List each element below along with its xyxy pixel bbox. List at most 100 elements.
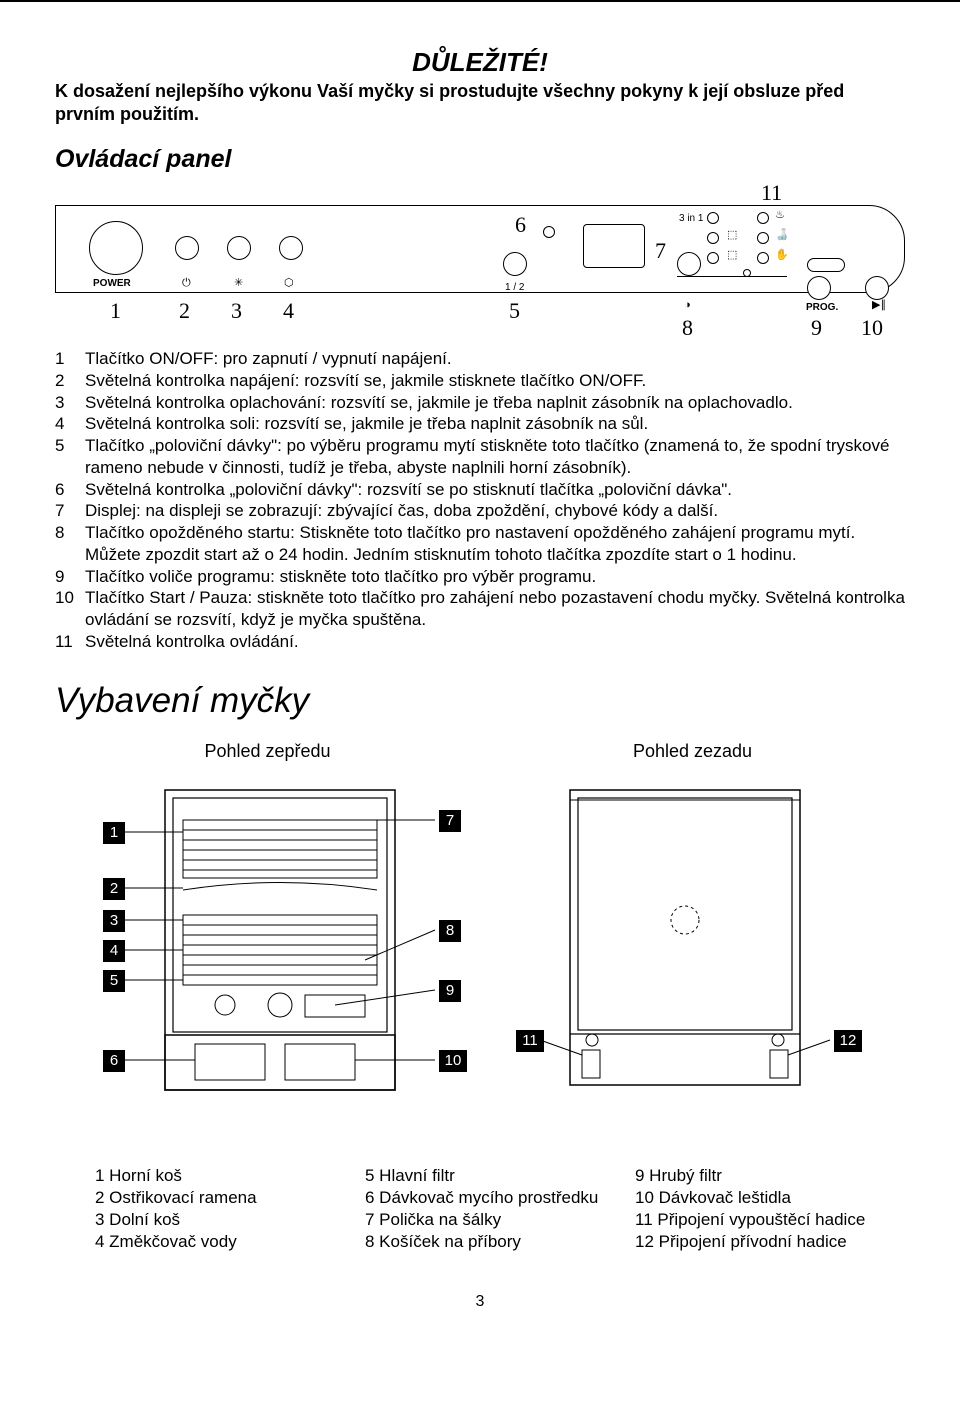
front-lbl-3: 3 <box>103 910 125 932</box>
front-lbl-7: 7 <box>439 810 461 832</box>
prog-led-a <box>707 232 719 244</box>
list-item: 3Světelná kontrolka oplachování: rozsvít… <box>55 392 905 414</box>
program-button <box>807 276 831 300</box>
front-view-col: Pohled zepředu <box>55 741 480 1110</box>
prog-led-c <box>757 212 769 224</box>
onoff-led <box>175 236 199 260</box>
prog-label: PROG. <box>806 302 838 313</box>
rear-diagram: 11 12 <box>480 780 905 1110</box>
equipment-heading: Vybavení myčky <box>55 681 905 721</box>
pot-icon-b: ⬚ <box>727 250 737 261</box>
legend-item: 10 Dávkovač leštidla <box>635 1187 895 1209</box>
power-button-circle <box>89 221 143 275</box>
list-item: 1Tlačítko ON/OFF: pro zapnutí / vypnutí … <box>55 348 905 370</box>
legend-item: 9 Hrubý filtr <box>635 1165 895 1187</box>
callout-4: 4 <box>283 298 294 324</box>
rear-label: Pohled zezadu <box>480 741 905 762</box>
front-lbl-6: 6 <box>103 1050 125 1072</box>
delay-icon: ◑ <box>684 300 691 311</box>
callout-3: 3 <box>231 298 242 324</box>
glass-icon-a: ♨ <box>775 210 785 221</box>
legend-col-3: 9 Hrubý filtr 10 Dávkovač leštidla 11 Př… <box>635 1165 905 1253</box>
startpause-button <box>865 276 889 300</box>
panel-heading: Ovládací panel <box>55 145 905 174</box>
page: DŮLEŽITÉ! K dosažení nejlepšího výkonu V… <box>0 0 960 1341</box>
list-item: 11Světelná kontrolka ovládání. <box>55 631 905 653</box>
prog-led-b <box>707 252 719 264</box>
front-svg <box>105 780 465 1100</box>
legend-item: 4 Změkčovač vody <box>95 1231 355 1253</box>
threein1-label: 3 in 1 <box>679 213 703 224</box>
legend-item: 7 Polička na šálky <box>365 1209 625 1231</box>
rinse-led <box>227 236 251 260</box>
front-diagram: 1 2 3 4 5 6 7 8 9 10 <box>55 780 480 1110</box>
prog-underline <box>677 276 787 277</box>
legend-item: 2 Ostřikovací ramena <box>95 1187 355 1209</box>
glass-icon-c: ✋ <box>775 250 789 261</box>
playpause-icon: ▶∥ <box>872 300 886 311</box>
legend-item: 1 Horní koš <box>95 1165 355 1187</box>
callout-2: 2 <box>179 298 190 324</box>
threein1-led <box>707 212 719 224</box>
front-lbl-1: 1 <box>103 822 125 844</box>
halfload-led <box>543 226 555 238</box>
rinse-icon: ✳ <box>234 278 243 289</box>
legend-col-2: 5 Hlavní filtr 6 Dávkovač mycího prostře… <box>365 1165 635 1253</box>
salt-led <box>279 236 303 260</box>
control-panel-diagram: POWER ⏻ ✳ ⬡ 1 / 2 3 in 1 ⬚ ⬚ ♨ 🍶 ✋ ◑ PRO… <box>55 180 905 330</box>
list-item: 6Světelná kontrolka „poloviční dávky": r… <box>55 479 905 501</box>
callout-1: 1 <box>110 298 121 324</box>
list-item: 5Tlačítko „poloviční dávky": po výběru p… <box>55 435 905 479</box>
front-lbl-2: 2 <box>103 878 125 900</box>
halfload-button <box>503 252 527 276</box>
delay-button <box>677 252 701 276</box>
front-lbl-4: 4 <box>103 940 125 962</box>
views-row: Pohled zepředu <box>55 741 905 1110</box>
callout-5: 5 <box>509 298 520 324</box>
list-item: 8Tlačítko opožděného startu: Stiskněte t… <box>55 522 905 566</box>
rear-view-col: Pohled zezadu <box>480 741 905 1110</box>
legend-item: 12 Připojení přívodní hadice <box>635 1231 895 1253</box>
list-item: 4Světelná kontrolka soli: rozsvítí se, j… <box>55 413 905 435</box>
callout-6: 6 <box>515 212 526 238</box>
intro-text: K dosažení nejlepšího výkonu Vaší myčky … <box>55 80 905 125</box>
front-lbl-8: 8 <box>439 920 461 942</box>
prog-led-e <box>757 252 769 264</box>
front-lbl-10: 10 <box>439 1050 467 1072</box>
callout-11: 11 <box>761 180 782 206</box>
display <box>583 224 645 268</box>
front-label: Pohled zepředu <box>55 741 480 762</box>
rear-lbl-12: 12 <box>834 1030 862 1052</box>
list-item: 9Tlačítko voliče programu: stiskněte tot… <box>55 566 905 588</box>
prog-dot <box>743 269 751 277</box>
front-lbl-9: 9 <box>439 980 461 1002</box>
legend-item: 8 Košíček na příbory <box>365 1231 625 1253</box>
rear-lbl-11: 11 <box>516 1030 544 1052</box>
callout-10: 10 <box>861 315 883 341</box>
legend-item: 6 Dávkovač mycího prostředku <box>365 1187 625 1209</box>
panel-descriptions: 1Tlačítko ON/OFF: pro zapnutí / vypnutí … <box>55 348 905 653</box>
callout-9: 9 <box>811 315 822 341</box>
pot-icon-a: ⬚ <box>727 230 737 241</box>
legend-col-1: 1 Horní koš 2 Ostřikovací ramena 3 Dolní… <box>55 1165 365 1253</box>
glass-icon-b: 🍶 <box>775 230 789 241</box>
run-led <box>807 258 845 272</box>
list-item: 10Tlačítko Start / Pauza: stiskněte toto… <box>55 587 905 631</box>
legend-item: 3 Dolní koš <box>95 1209 355 1231</box>
power-label: POWER <box>93 278 131 289</box>
legend-item: 11 Připojení vypouštěcí hadice <box>635 1209 895 1231</box>
front-lbl-5: 5 <box>103 970 125 992</box>
page-number: 3 <box>55 1293 905 1311</box>
list-item: 7Displej: na displeji se zobrazují: zbýv… <box>55 500 905 522</box>
power-icon: ⏻ <box>182 278 191 289</box>
legend: 1 Horní koš 2 Ostřikovací ramena 3 Dolní… <box>55 1165 905 1253</box>
rear-svg <box>520 780 860 1100</box>
list-item: 2Světelná kontrolka napájení: rozsvítí s… <box>55 370 905 392</box>
callout-8: 8 <box>682 315 693 341</box>
legend-item: 5 Hlavní filtr <box>365 1165 625 1187</box>
prog-led-d <box>757 232 769 244</box>
salt-icon: ⬡ <box>284 278 294 289</box>
half-label: 1 / 2 <box>505 282 524 293</box>
callout-7: 7 <box>655 238 666 264</box>
important-title: DŮLEŽITÉ! <box>55 47 905 78</box>
